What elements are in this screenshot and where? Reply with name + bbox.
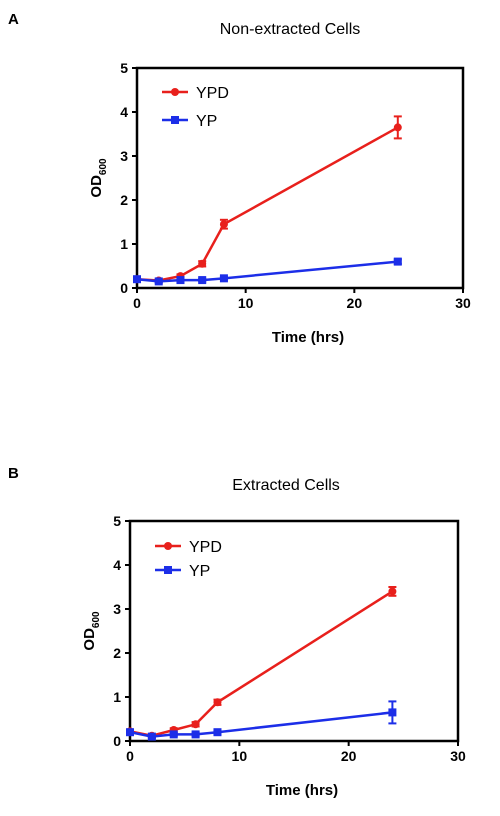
data-point (393, 123, 402, 132)
y-tick-label: 0 (113, 733, 121, 749)
series-line (136, 126, 399, 282)
y-tick-label: 2 (120, 192, 128, 208)
data-point (191, 730, 200, 739)
y-tick-label: 1 (113, 689, 121, 705)
x-tick-label: 0 (126, 748, 134, 764)
legend-label-yp: YP (196, 113, 217, 130)
y-tick-label: 2 (113, 645, 121, 661)
y-axis-label: OD600 (88, 158, 109, 198)
data-point (219, 220, 228, 229)
series-yp (133, 257, 402, 286)
data-point (191, 720, 200, 729)
plot-frame (135, 66, 465, 290)
y-tick-label: 0 (120, 280, 128, 296)
data-point (154, 277, 163, 286)
series-yp (126, 700, 397, 741)
data-point (388, 708, 397, 717)
legend-label-ypd: YPD (189, 539, 222, 556)
legend-label-yp: YP (189, 563, 210, 580)
data-point (198, 259, 207, 268)
y-tick-label: 3 (120, 148, 128, 164)
y-tick-label: 4 (120, 104, 128, 120)
x-axis-label: Time (hrs) (272, 329, 344, 346)
x-axis-label: Time (hrs) (266, 782, 338, 799)
y-tick-label: 5 (113, 513, 121, 529)
series-line (129, 590, 394, 738)
y-axis-label: OD600 (81, 611, 102, 651)
panel-letter: B (8, 465, 19, 482)
data-point (393, 257, 402, 266)
data-point (213, 698, 222, 707)
y-axis-label-sub: 600 (98, 158, 109, 175)
x-tick-label: 30 (450, 748, 466, 764)
data-point (169, 730, 178, 739)
panel-letter: A (8, 11, 19, 28)
legend-marker-ypd (171, 88, 179, 96)
x-tick-label: 10 (238, 295, 254, 311)
x-tick-label: 20 (341, 748, 357, 764)
legend-marker-yp (171, 116, 179, 124)
y-axis-label-sub: 600 (91, 611, 102, 628)
x-tick-label: 20 (347, 295, 363, 311)
x-tick-label: 10 (232, 748, 248, 764)
data-point (147, 732, 156, 741)
legend-label-ypd: YPD (196, 85, 229, 102)
data-point (219, 274, 228, 283)
x-tick-label: 0 (133, 295, 141, 311)
y-axis-label-main: OD (81, 628, 98, 651)
y-tick-label: 4 (113, 557, 121, 573)
legend-marker-ypd (164, 542, 172, 550)
plot-frame (128, 519, 460, 743)
data-point (213, 728, 222, 737)
y-tick-label: 3 (113, 601, 121, 617)
chart-title: Extracted Cells (232, 477, 340, 494)
series-ypd (133, 115, 402, 285)
data-point (133, 275, 141, 284)
x-tick-label: 30 (455, 295, 471, 311)
data-point (198, 276, 207, 285)
data-point (126, 728, 134, 737)
series-line (129, 711, 393, 738)
y-axis-label-main: OD (88, 175, 105, 198)
chart-title: Non-extracted Cells (220, 21, 361, 38)
chart-panel-b: B Extracted Cells 0 10 20 30 0 1 2 3 4 5 Time (hrs) O… (8, 465, 466, 799)
legend-marker-yp (164, 566, 172, 574)
series-line (136, 260, 398, 283)
chart-panel-a: A Non-extracted Cells 0 10 20 30 0 1 2 3 4 5 Time (h… (8, 11, 471, 346)
y-tick-label: 1 (120, 236, 128, 252)
y-tick-label: 5 (120, 60, 128, 76)
data-point (388, 587, 397, 596)
data-point (176, 276, 185, 285)
